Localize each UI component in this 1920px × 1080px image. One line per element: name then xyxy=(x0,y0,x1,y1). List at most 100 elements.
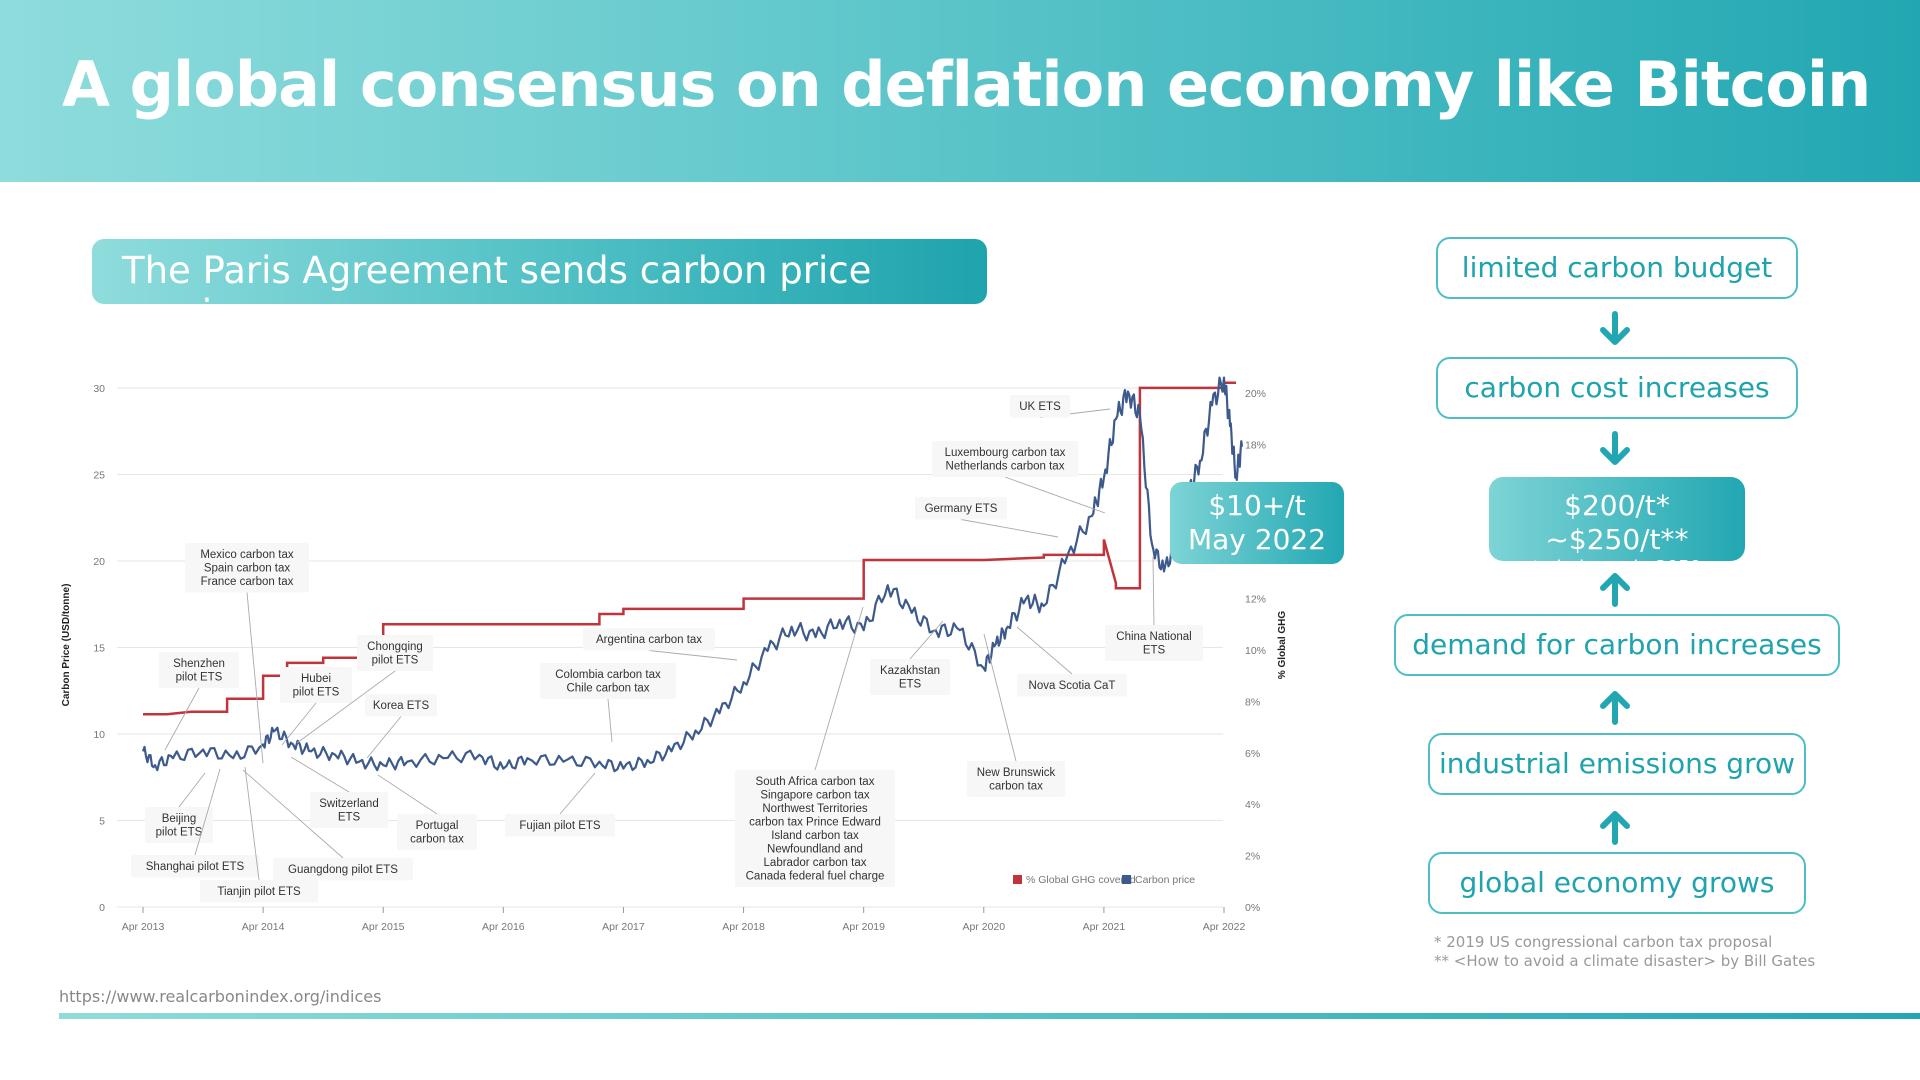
annotation-box xyxy=(932,441,1078,477)
y2-tick-label: 2% xyxy=(1245,851,1260,863)
x-tick-label: Apr 2022 xyxy=(1203,921,1246,933)
annotation-box xyxy=(505,814,615,837)
annotation-leader xyxy=(290,756,350,793)
annotation-line: ETS xyxy=(338,812,361,824)
legend-label-price: Carbon price xyxy=(1135,874,1195,886)
annotation-box xyxy=(967,761,1065,797)
annotation-leader xyxy=(246,592,264,764)
annotation-label: Portugal carbon tax xyxy=(410,820,464,846)
chart-svg: 0 5 10 15 20 25 30 0% 2% 4% 6% 8% 10% 12% 18% 20% Apr 20… xyxy=(61,376,1288,933)
annotation-line: Guangdong pilot ETS xyxy=(288,864,398,876)
annotation-leader xyxy=(164,687,200,751)
annotation-label: China National ETS xyxy=(1116,631,1191,657)
annotation-label: Chongqing pilot ETS xyxy=(367,641,423,667)
subtitle-pill-text: The Paris Agreement sends carbon price s… xyxy=(122,249,872,335)
annotation-leader xyxy=(296,670,396,744)
y-tick-label: 15 xyxy=(93,643,105,655)
annotation-box xyxy=(365,694,437,717)
flow-box-carbon-budget: limited carbon budget xyxy=(1436,237,1798,299)
annotation-line: carbon tax Prince Edward xyxy=(749,817,881,829)
annotation-leader xyxy=(366,716,402,759)
x-tick-label: Apr 2016 xyxy=(482,921,525,933)
annotation-label: Switzerland ETS xyxy=(319,798,378,824)
annotation-leader xyxy=(559,772,596,815)
page-title: A global consensus on deflation economy … xyxy=(62,48,1871,121)
annotation-box xyxy=(185,543,309,593)
annotation-leader xyxy=(377,774,438,815)
annotation-line: Newfoundland and xyxy=(767,844,863,856)
annotation-line: Singapore carbon tax xyxy=(760,790,870,802)
annotation-line: Kazakhstan xyxy=(880,665,940,677)
x-tick-label: Apr 2013 xyxy=(122,921,165,933)
annotation-line: Switzerland xyxy=(319,798,378,810)
flow-label: demand for carbon increases xyxy=(1412,628,1822,661)
carbon-price-line xyxy=(141,376,1244,773)
annotation-leader xyxy=(983,633,1017,762)
y2-tick-label: 6% xyxy=(1245,748,1260,760)
x-tick-label: Apr 2019 xyxy=(842,921,885,933)
flow-box-target-price: $200/t* ~$250/t** to balance in 2050 xyxy=(1489,477,1745,578)
annotation-label: Fujian pilot ETS xyxy=(519,820,601,832)
y-tick-label: 25 xyxy=(93,470,105,482)
price-callout: $10+/t May 2022 xyxy=(1170,482,1344,564)
annotation-line: Argentina carbon tax xyxy=(596,634,702,646)
annotation-leader xyxy=(814,606,864,771)
x-tick-label: Apr 2017 xyxy=(602,921,645,933)
annotation-line: pilot ETS xyxy=(156,827,203,839)
flow-label: carbon cost increases xyxy=(1464,371,1770,404)
annotation-line: Island carbon tax xyxy=(771,830,859,842)
annotation-line: ETS xyxy=(1143,645,1166,657)
y2-tick-label: 10% xyxy=(1245,645,1266,657)
annotation-label: Tianjin pilot ETS xyxy=(217,886,301,898)
annotation-label: Beijing pilot ETS xyxy=(156,813,203,839)
arrow-down-icon xyxy=(1600,311,1630,345)
annotation-label: Luxembourg carbon tax Netherlands carbon … xyxy=(945,447,1066,473)
annotation-line: South Africa carbon tax xyxy=(756,776,875,788)
annotation-line: Portugal xyxy=(416,820,459,832)
annotation-line: Labrador carbon tax xyxy=(764,857,867,869)
annotation-leader xyxy=(242,769,344,859)
annotation-label: Colombia carbon tax Chile carbon tax xyxy=(555,669,661,695)
flow-box-demand: demand for carbon increases xyxy=(1394,614,1840,676)
y2-tick-label: 20% xyxy=(1245,388,1266,400)
y-tick-label: 30 xyxy=(93,383,105,395)
annotation-box xyxy=(397,814,477,850)
annotation-line: Shenzhen xyxy=(173,658,225,670)
annotation-label: UK ETS xyxy=(1019,401,1061,413)
annotation-line: Tianjin pilot ETS xyxy=(217,886,301,898)
annotation-leader xyxy=(607,698,613,743)
annotation-leader xyxy=(281,702,317,746)
x-tick-label: Apr 2021 xyxy=(1083,921,1126,933)
annotation-label: Nova Scotia CaT xyxy=(1029,680,1116,692)
flow-label: limited carbon budget xyxy=(1461,251,1773,284)
annotation-line: France carbon tax xyxy=(201,576,294,588)
annotation-line: carbon tax xyxy=(989,781,1043,793)
target-price-sub: to balance in 2050 xyxy=(1532,557,1702,578)
annotation-box xyxy=(1017,674,1127,697)
callout-date: May 2022 xyxy=(1187,523,1327,556)
annotation-line: Germany ETS xyxy=(925,503,998,515)
annotation-leader xyxy=(648,650,738,661)
annotation-line: pilot ETS xyxy=(176,672,223,684)
annotation-line: carbon tax xyxy=(410,834,464,846)
annotation-leader xyxy=(1004,476,1106,514)
subtitle-pill: The Paris Agreement sends carbon price s… xyxy=(92,239,987,335)
annotation-line: Luxembourg carbon tax xyxy=(945,447,1066,459)
annotation-line: Fujian pilot ETS xyxy=(519,820,601,832)
annotation-label: Shenzhen pilot ETS xyxy=(173,658,225,684)
annotation-leader xyxy=(244,766,260,881)
source-link[interactable]: https://www.realcarbonindex.org/indices xyxy=(59,987,382,1006)
x-tick-label: Apr 2018 xyxy=(722,921,765,933)
y-tick-label: 10 xyxy=(93,729,105,741)
annotation-box xyxy=(280,667,352,703)
annotation-box xyxy=(870,659,950,695)
y2-tick-label: 12% xyxy=(1245,594,1266,606)
annotation-label: Korea ETS xyxy=(373,700,430,712)
arrow-up-icon xyxy=(1600,691,1630,725)
annotation-leader xyxy=(178,772,206,808)
annotation-leader xyxy=(909,620,944,660)
annotation-line: pilot ETS xyxy=(293,687,340,699)
annotation-line: New Brunswick xyxy=(977,767,1056,779)
annotation-label: South Africa carbon tax Singapore carbon … xyxy=(746,776,885,883)
annotation-box xyxy=(200,880,318,903)
